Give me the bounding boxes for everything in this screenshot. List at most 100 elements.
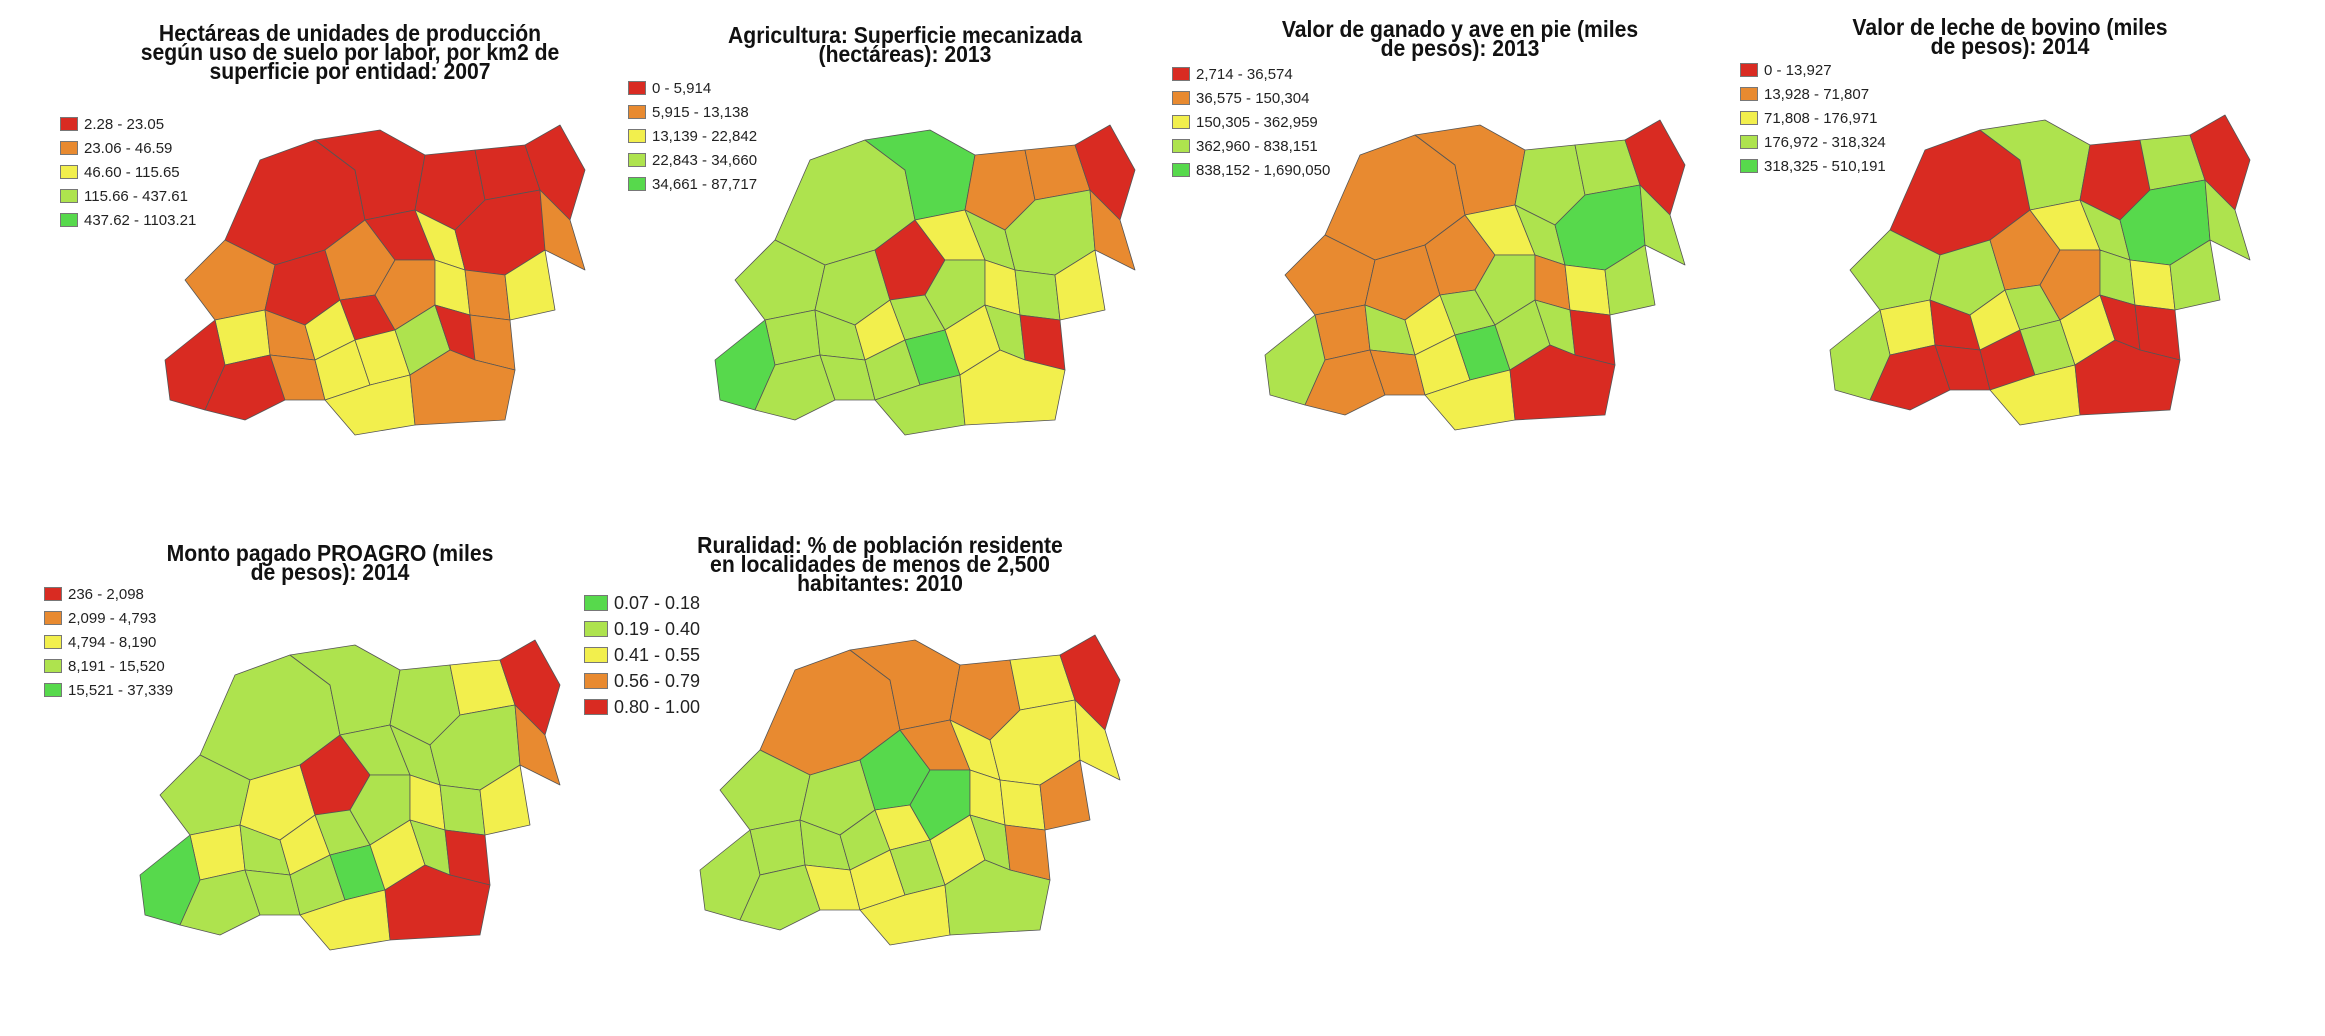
map-region (1639, 184, 1686, 266)
legend-swatch (1740, 159, 1758, 173)
legend-swatch (1172, 163, 1190, 177)
legend-item: 36,575 - 150,304 (1172, 86, 1330, 110)
legend-swatch (584, 647, 608, 663)
map-title: Valor de leche de bovino (miles de pesos… (1852, 14, 2168, 59)
legend-item: 437.62 - 1103.21 (60, 208, 196, 232)
legend-label: 838,152 - 1,690,050 (1196, 161, 1331, 179)
map-region (2169, 239, 2221, 311)
legend-label: 2.28 - 23.05 (84, 115, 165, 133)
legend-label: 2,099 - 4,793 (68, 609, 157, 627)
choropleth-map (699, 634, 1121, 946)
legend-item: 176,972 - 318,324 (1740, 130, 1886, 154)
legend-item: 5,915 - 13,138 (628, 100, 757, 124)
choropleth-map (139, 639, 561, 951)
legend-item: 34,661 - 87,717 (628, 172, 757, 196)
legend-swatch (628, 153, 646, 167)
legend-item: 2,099 - 4,793 (44, 606, 173, 630)
map-region (1059, 634, 1121, 731)
map-region (2189, 114, 2251, 211)
map-title: Hectáreas de unidades de producción segú… (140, 20, 560, 84)
legend-label: 0.41 - 0.55 (614, 644, 701, 665)
legend-swatch (60, 165, 78, 179)
legend-swatch (1172, 67, 1190, 81)
legend-item: 0 - 5,914 (628, 76, 757, 100)
legend-item: 4,794 - 8,190 (44, 630, 173, 654)
map-region (2204, 179, 2251, 261)
legend-swatch (1172, 91, 1190, 105)
legend-item: 0.41 - 0.55 (584, 642, 700, 668)
map-region (409, 349, 516, 426)
legend-swatch (628, 81, 646, 95)
legend-item: 46.60 - 115.65 (60, 160, 196, 184)
legend-item: 0.19 - 0.40 (584, 616, 700, 642)
legend-item: 838,152 - 1,690,050 (1172, 158, 1330, 182)
legend-item: 150,305 - 362,959 (1172, 110, 1330, 134)
map-legend: 0.07 - 0.18 0.19 - 0.40 0.41 - 0.55 0.56 - … (584, 590, 700, 720)
legend-swatch (584, 673, 608, 689)
legend-label: 13,139 - 22,842 (652, 127, 758, 145)
map-region (179, 869, 261, 936)
map-region (1039, 759, 1091, 831)
map-region (1304, 349, 1386, 416)
map-region (1074, 124, 1136, 221)
map-legend: 0 - 5,914 5,915 - 13,138 13,139 - 22,842 22… (628, 76, 757, 196)
map-region (2129, 259, 2176, 311)
map-legend: 2.28 - 23.05 23.06 - 46.59 46.60 - 115.65 1… (60, 112, 196, 232)
map-region (754, 354, 836, 421)
legend-item: 2.28 - 23.05 (60, 112, 196, 136)
legend-swatch (44, 635, 62, 649)
map-title: Ruralidad: % de población residente en l… (697, 532, 1063, 596)
legend-label: 2,714 - 36,574 (1196, 65, 1293, 83)
map-region (739, 864, 821, 931)
legend-item: 2,714 - 36,574 (1172, 62, 1330, 86)
legend-label: 0 - 5,914 (652, 79, 712, 97)
legend-swatch (584, 621, 608, 637)
map-region (204, 354, 286, 421)
legend-item: 13,928 - 71,807 (1740, 82, 1886, 106)
legend-swatch (584, 595, 608, 611)
legend-label: 176,972 - 318,324 (1764, 133, 1886, 151)
legend-swatch (1740, 135, 1758, 149)
legend-item: 23.06 - 46.59 (60, 136, 196, 160)
legend-swatch (1172, 115, 1190, 129)
legend-item: 0.07 - 0.18 (584, 590, 700, 616)
legend-swatch (44, 683, 62, 697)
legend-swatch (628, 177, 646, 191)
map-legend: 236 - 2,098 2,099 - 4,793 4,794 - 8,190 8,1… (44, 582, 173, 702)
legend-swatch (628, 105, 646, 119)
map-region (384, 864, 491, 941)
map-region (999, 779, 1046, 831)
legend-label: 13,928 - 71,807 (1764, 85, 1870, 103)
legend-label: 15,521 - 37,339 (68, 681, 174, 699)
legend-label: 115.66 - 437.61 (84, 187, 188, 205)
map-region (944, 859, 1051, 936)
map-region (504, 249, 556, 321)
legend-swatch (60, 117, 78, 131)
legend-swatch (60, 213, 78, 227)
map-region (539, 189, 586, 271)
legend-label: 362,960 - 838,151 (1196, 137, 1318, 155)
map-region (1869, 344, 1951, 411)
legend-item: 71,808 - 176,971 (1740, 106, 1886, 130)
legend-label: 150,305 - 362,959 (1196, 113, 1318, 131)
legend-swatch (1740, 63, 1758, 77)
legend-item: 318,325 - 510,191 (1740, 154, 1886, 178)
legend-swatch (44, 659, 62, 673)
choropleth-map (714, 124, 1136, 436)
legend-swatch (1172, 139, 1190, 153)
legend-label: 0.56 - 0.79 (614, 670, 701, 691)
legend-swatch (628, 129, 646, 143)
legend-item: 13,139 - 22,842 (628, 124, 757, 148)
map-title: Agricultura: Superficie mecanizada (hect… (728, 22, 1082, 67)
choropleth-map (1264, 119, 1686, 431)
legend-swatch (1740, 87, 1758, 101)
choropleth-map (164, 124, 586, 436)
map-region (1604, 244, 1656, 316)
legend-label: 4,794 - 8,190 (68, 633, 157, 651)
legend-item: 115.66 - 437.61 (60, 184, 196, 208)
legend-label: 71,808 - 176,971 (1764, 109, 1878, 127)
legend-label: 5,915 - 13,138 (652, 103, 749, 121)
legend-label: 318,325 - 510,191 (1764, 157, 1886, 175)
legend-item: 0 - 13,927 (1740, 58, 1886, 82)
legend-item: 0.80 - 1.00 (584, 694, 700, 720)
